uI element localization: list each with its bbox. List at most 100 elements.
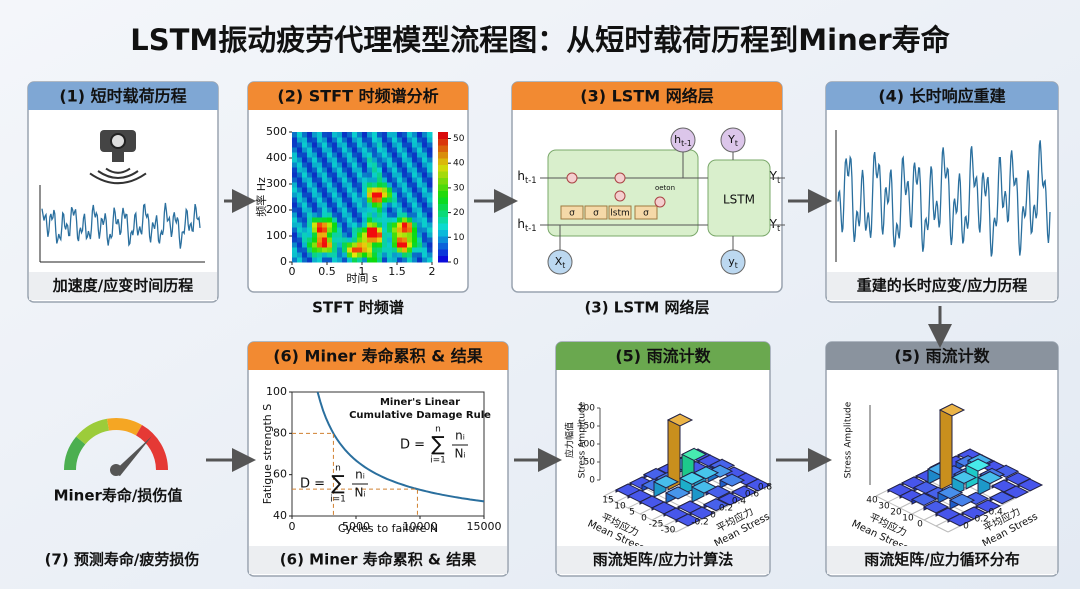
heat-cell: [307, 132, 313, 138]
heat-cell: [422, 247, 428, 253]
heat-cell: [337, 202, 343, 208]
heat-cell: [322, 142, 328, 148]
heat-cell: [302, 232, 308, 238]
heat-cell: [362, 172, 368, 178]
colorbar-label: 50: [453, 134, 465, 144]
heat-cell: [337, 182, 343, 188]
heat-cell: [327, 227, 333, 233]
sn-curve: [316, 391, 485, 503]
heat-cell: [302, 242, 308, 248]
heat-cell: [357, 237, 363, 243]
heat-cell: [332, 232, 338, 238]
symbol: h: [674, 133, 681, 146]
colorbar: [438, 203, 448, 211]
heat-cell: [352, 227, 358, 233]
formula: ∑: [331, 471, 345, 495]
heat-cell: [342, 177, 348, 183]
heat-cell: [367, 157, 373, 163]
heat-cell: [417, 162, 423, 168]
heat-cell: [312, 257, 318, 263]
heat-cell: [297, 137, 303, 143]
heat-cell: [422, 242, 428, 248]
heat-cell: [297, 182, 303, 188]
heat-cell: [427, 197, 433, 203]
gate-label: σ: [593, 209, 599, 219]
heat-cell: [407, 167, 413, 173]
heat-cell: [342, 252, 348, 258]
heat-cell: [312, 247, 318, 253]
heat-cell: [352, 252, 358, 258]
heat-cell: [302, 202, 308, 208]
heat-cell: [357, 167, 363, 173]
panel-caption: (3) LSTM 网络层: [584, 299, 709, 317]
heat-cell: [332, 257, 338, 263]
heat-cell: [352, 182, 358, 188]
heat-cell: [412, 177, 418, 183]
bar-3d: [948, 493, 976, 507]
z-tick-label: 150: [578, 422, 595, 432]
heat-cell: [357, 247, 363, 253]
heat-cell: [427, 247, 433, 253]
heat-cell: [297, 192, 303, 198]
heat-cell: [342, 247, 348, 253]
formula: D =: [300, 477, 325, 492]
heat-cell: [387, 247, 393, 253]
heat-cell: [322, 237, 328, 243]
heat-cell: [302, 247, 308, 253]
tick-label: 10: [614, 502, 626, 512]
bar-3d: [910, 492, 938, 506]
heat-cell: [317, 157, 323, 163]
heat-cell: [392, 152, 398, 158]
heat-cell: [367, 162, 373, 168]
heat-cell: [327, 182, 333, 188]
heat-cell: [327, 167, 333, 173]
heat-cell: [382, 227, 388, 233]
heat-cell: [392, 217, 398, 223]
heat-cell: [412, 132, 418, 138]
colorbar: [438, 171, 448, 178]
heat-cell: [392, 162, 398, 168]
heat-cell: [362, 212, 368, 218]
heat-cell: [362, 207, 368, 213]
heat-cell: [422, 232, 428, 238]
heat-cell: [412, 207, 418, 213]
heat-cell: [307, 182, 313, 188]
heat-cell: [402, 227, 408, 233]
y-tick-label: 60: [273, 468, 287, 481]
page-title: LSTM振动疲劳代理模型流程图：从短时载荷历程到Miner寿命: [130, 23, 950, 57]
heat-cell: [387, 182, 393, 188]
node-label: Yt: [727, 133, 738, 148]
subscript: t-1: [525, 223, 537, 233]
heat-cell: [297, 142, 303, 148]
heat-cell: [342, 257, 348, 263]
heat-cell: [422, 137, 428, 143]
heat-cell: [357, 257, 363, 263]
heat-cell: [312, 237, 318, 243]
heat-cell: [352, 142, 358, 148]
symbol: Y: [727, 133, 735, 146]
heat-cell: [427, 212, 433, 218]
heat-cell: [357, 222, 363, 228]
heat-cell: [322, 172, 328, 178]
tick-label: 20: [890, 508, 902, 518]
heat-cell: [297, 147, 303, 153]
heat-cell: [407, 222, 413, 228]
heat-cell: [327, 212, 333, 218]
heat-cell: [392, 247, 398, 253]
heat-cell: [332, 242, 338, 248]
heat-cell: [292, 137, 298, 143]
heat-cell: [297, 232, 303, 238]
heat-cell: [307, 237, 313, 243]
heat-cell: [417, 197, 423, 203]
colorbar: [438, 236, 448, 243]
heat-cell: [292, 157, 298, 163]
heat-cell: [407, 192, 413, 198]
heat-cell: [422, 227, 428, 233]
heat-cell: [372, 182, 378, 188]
heat-cell: [327, 237, 333, 243]
heat-cell: [377, 142, 383, 148]
tick-label: -30: [661, 526, 676, 536]
heat-cell: [332, 187, 338, 193]
heat-cell: [417, 137, 423, 143]
heat-cell: [392, 157, 398, 163]
